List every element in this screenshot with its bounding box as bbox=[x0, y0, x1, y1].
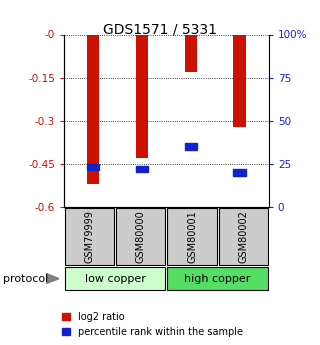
FancyBboxPatch shape bbox=[167, 208, 217, 265]
Bar bbox=[234, 34, 246, 127]
FancyBboxPatch shape bbox=[65, 267, 165, 290]
Bar bbox=[185, 34, 197, 72]
FancyBboxPatch shape bbox=[65, 208, 114, 265]
Text: GSM80001: GSM80001 bbox=[187, 210, 197, 263]
Polygon shape bbox=[46, 274, 59, 284]
Bar bbox=[136, 166, 148, 172]
Text: protocol: protocol bbox=[3, 274, 48, 284]
Bar bbox=[234, 169, 246, 176]
Bar bbox=[136, 34, 148, 158]
Bar bbox=[185, 144, 197, 150]
Bar bbox=[87, 34, 99, 184]
Text: GDS1571 / 5331: GDS1571 / 5331 bbox=[103, 22, 217, 37]
FancyBboxPatch shape bbox=[116, 208, 165, 265]
Bar bbox=[87, 164, 99, 170]
Text: GSM80000: GSM80000 bbox=[136, 210, 146, 263]
Text: GSM79999: GSM79999 bbox=[84, 210, 95, 263]
Text: high copper: high copper bbox=[184, 274, 251, 284]
FancyBboxPatch shape bbox=[219, 208, 268, 265]
Legend: log2 ratio, percentile rank within the sample: log2 ratio, percentile rank within the s… bbox=[62, 312, 243, 337]
FancyBboxPatch shape bbox=[167, 267, 268, 290]
Text: GSM80002: GSM80002 bbox=[238, 210, 248, 263]
Text: low copper: low copper bbox=[85, 274, 146, 284]
